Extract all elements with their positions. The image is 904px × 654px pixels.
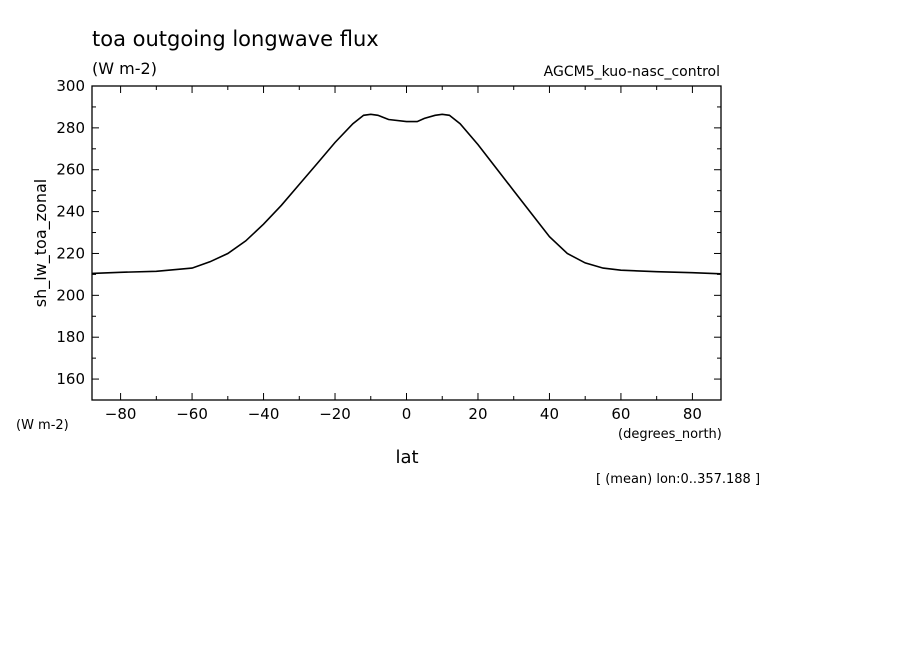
series-line — [91, 113, 722, 275]
x-tick-label: 80 — [683, 405, 702, 423]
y-tick-label: 200 — [56, 286, 85, 304]
x-tick-label: 40 — [540, 405, 559, 423]
plot-frame — [91, 85, 722, 401]
y-tick-label: 160 — [56, 370, 85, 388]
chart-units: (W m-2) — [92, 59, 157, 78]
footnote: [ (mean) lon:0..357.188 ] — [596, 472, 760, 487]
x-tick-label: 0 — [402, 405, 412, 423]
x-tick-label: −40 — [248, 405, 280, 423]
y-tick-label: 240 — [56, 203, 85, 221]
y-tick-label: 180 — [56, 328, 85, 346]
x-tick-label: 20 — [468, 405, 487, 423]
y-tick-labels: 160 180 200 220 240 260 280 300 — [56, 77, 85, 388]
x-tick-label: 60 — [611, 405, 630, 423]
experiment-label: AGCM5_kuo-nasc_control — [544, 64, 720, 80]
x-tick-label: −20 — [319, 405, 351, 423]
chart-title: toa outgoing longwave flux — [92, 27, 379, 51]
y-tick-label: 300 — [56, 77, 85, 95]
x-tick-labels: −80 −60 −40 −20 0 20 40 60 80 — [105, 405, 702, 423]
y-axis-label: sh_lw_toa_zonal — [31, 179, 51, 307]
axis-ticks — [92, 85, 721, 400]
x-tick-label: −80 — [105, 405, 137, 423]
x-tick-label: −60 — [176, 405, 208, 423]
x-axis-label: lat — [395, 447, 418, 468]
y-tick-label: 260 — [56, 161, 85, 179]
y-tick-label: 280 — [56, 119, 85, 137]
y-tick-label: 220 — [56, 244, 85, 262]
x-axis-units: (degrees_north) — [618, 427, 722, 442]
y-axis-units: (W m-2) — [16, 418, 69, 433]
